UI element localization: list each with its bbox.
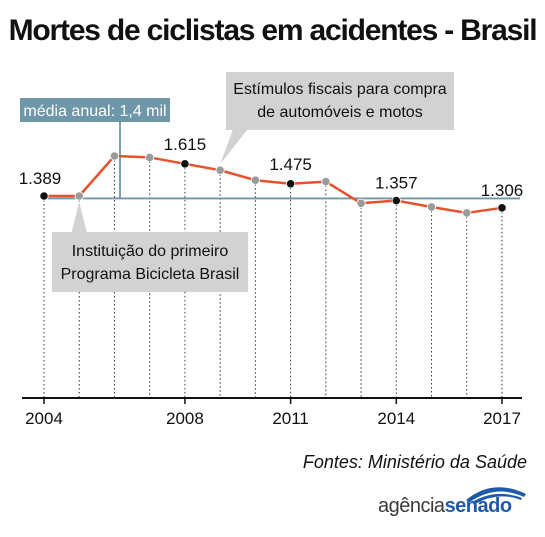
- data-label-2014: 1.357: [375, 174, 418, 193]
- data-label-2004: 1.389: [19, 169, 62, 188]
- x-tick-label-2014: 2014: [377, 409, 415, 428]
- x-tick-label-2008: 2008: [166, 409, 204, 428]
- annotation-2005-line-2: Programa Bicicleta Brasil: [61, 266, 240, 283]
- annotation-box-2009: [226, 72, 454, 130]
- data-point-2007: [145, 152, 155, 163]
- annotation-pointer-2005: [71, 202, 88, 234]
- x-tick-label-2011: 2011: [272, 409, 309, 428]
- data-point-2011: [286, 179, 296, 189]
- logo-swoosh-icon: [466, 487, 526, 502]
- data-point-2005: [74, 191, 84, 201]
- data-point-2004: [39, 191, 49, 201]
- data-point-2008: [180, 159, 190, 169]
- data-point-2014: [391, 195, 401, 206]
- logo-part1: agência: [378, 495, 445, 517]
- annotation-2005-line-1: Instituição do primeiro: [72, 243, 229, 260]
- annotation-2009-line-2: de automóveis e motos: [257, 104, 422, 121]
- agencia-senado-logo: [466, 487, 526, 504]
- annotation-box-2005: [52, 232, 248, 292]
- data-point-2006: [109, 151, 120, 161]
- data-point-2012: [321, 177, 331, 187]
- series-line: [44, 154, 503, 215]
- data-label-2011: 1.475: [269, 155, 312, 174]
- average-label: média anual: 1,4 mil: [23, 103, 166, 120]
- data-point-2010: [250, 175, 260, 185]
- source-note: Fontes: Ministério da Saúde: [302, 452, 527, 472]
- average-label-box: [20, 98, 170, 122]
- logo-text: agênciasenado: [378, 495, 512, 518]
- x-tick-label-2017: 2017: [483, 409, 521, 428]
- data-point-2013: [356, 198, 366, 208]
- data-point-2015: [426, 202, 437, 212]
- chart-title: Mortes de ciclistas em acidentes - Brasi…: [8, 14, 538, 47]
- data-point-2016: [462, 208, 472, 218]
- annotation-2009-line-1: Estímulos fiscais para compra: [233, 81, 447, 98]
- x-tick-label-2004: 2004: [25, 409, 63, 428]
- data-point-2009: [215, 165, 225, 175]
- data-label-2008: 1.615: [164, 135, 207, 154]
- data-point-2017: [497, 203, 507, 213]
- data-label-2017: 1.306: [481, 181, 524, 200]
- annotation-pointer-2009: [220, 126, 251, 165]
- logo-swoosh-inner-icon: [472, 493, 522, 504]
- logo-part2: senado: [444, 495, 513, 517]
